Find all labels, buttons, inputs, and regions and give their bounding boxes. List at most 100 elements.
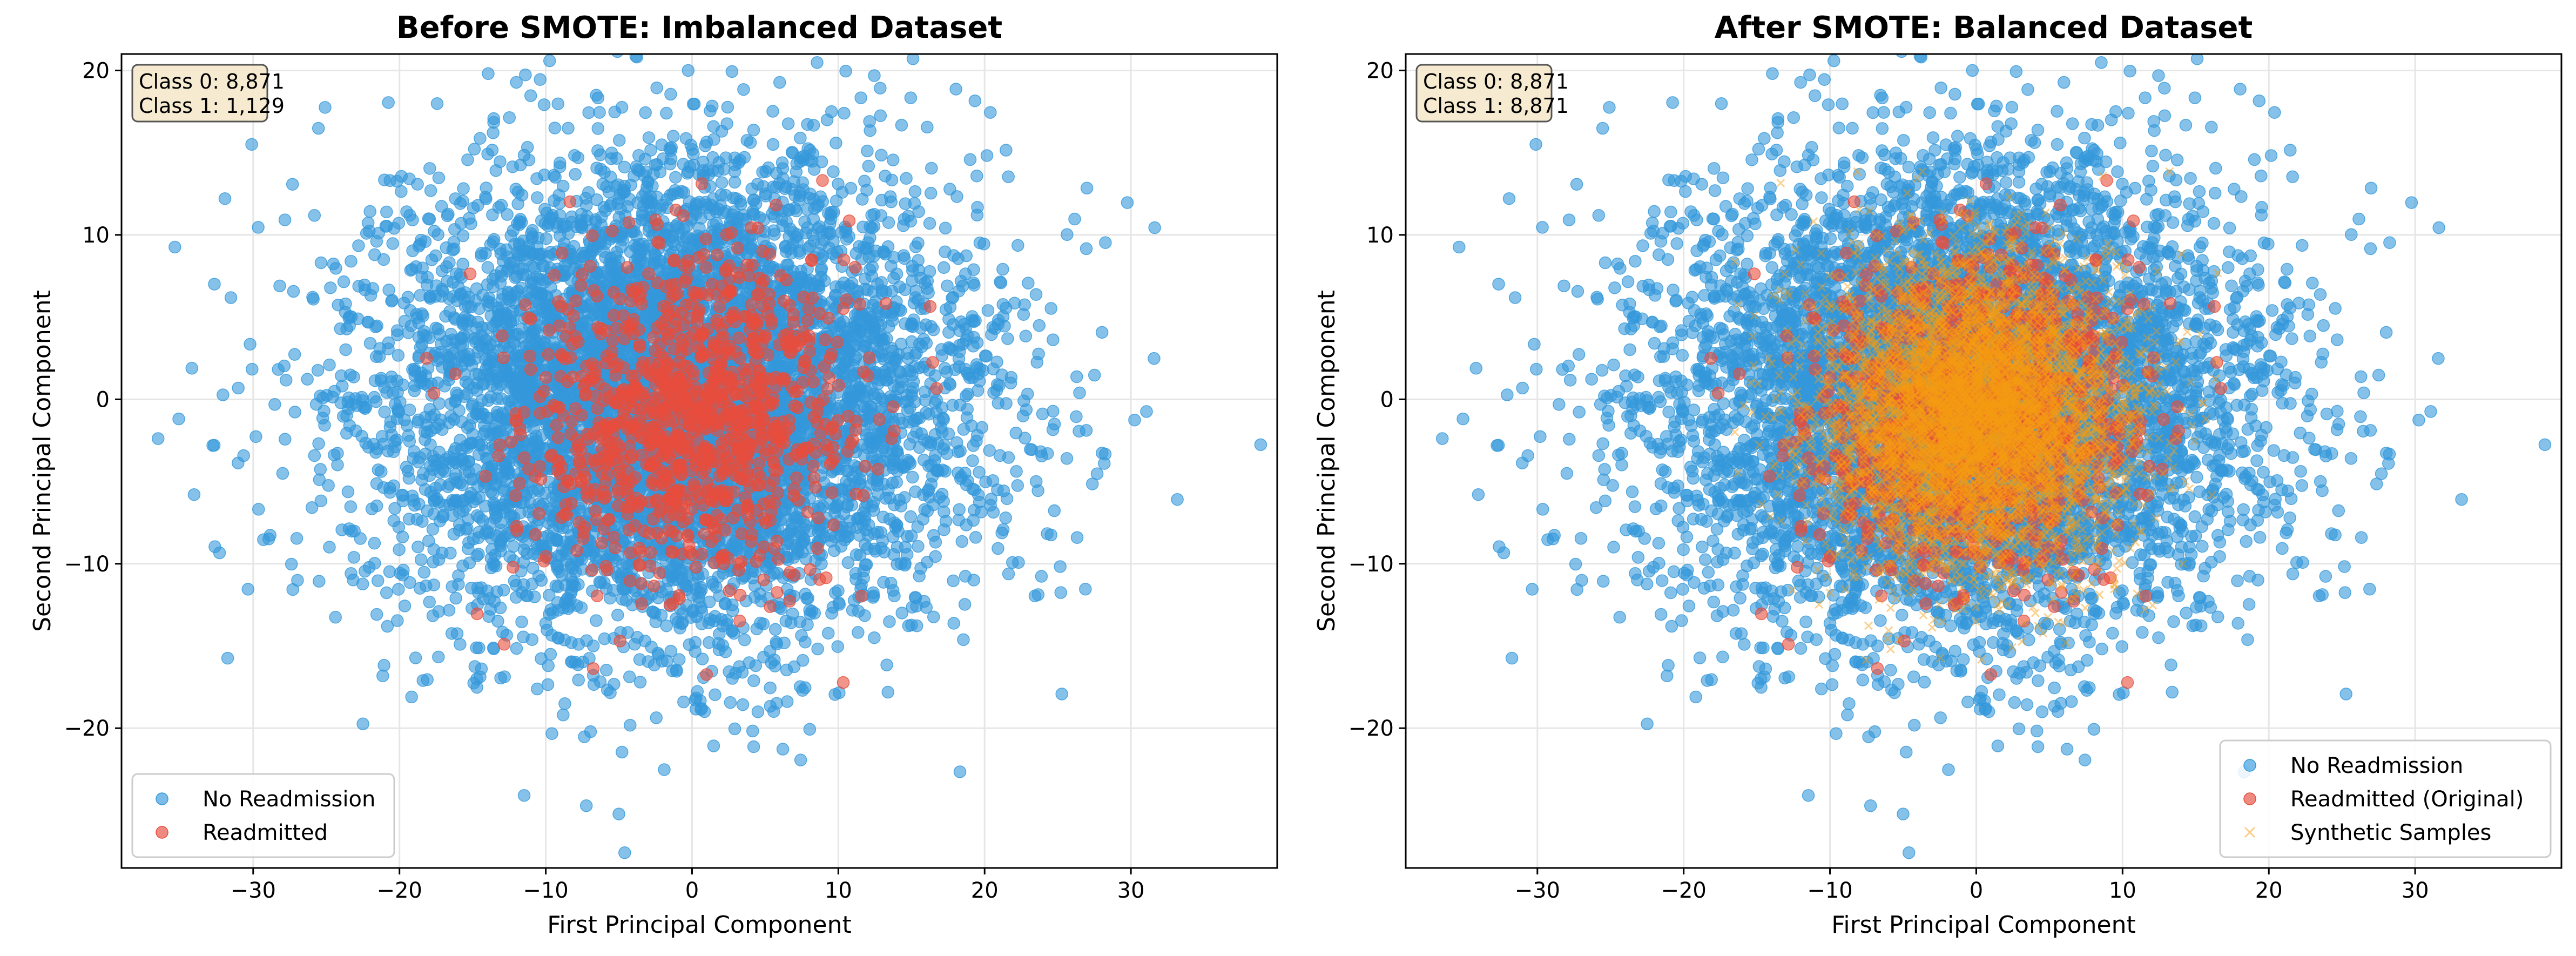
data-point bbox=[393, 543, 406, 556]
data-point bbox=[467, 677, 480, 690]
data-point bbox=[1140, 405, 1153, 418]
data-point bbox=[312, 122, 325, 135]
data-point bbox=[381, 620, 394, 633]
data-point bbox=[751, 178, 764, 191]
data-point bbox=[449, 591, 462, 605]
data-point bbox=[839, 64, 852, 78]
data-point bbox=[442, 207, 455, 221]
data-point bbox=[880, 658, 893, 671]
data-point bbox=[543, 54, 556, 68]
data-point bbox=[363, 205, 376, 218]
data-point bbox=[380, 205, 393, 219]
data-point bbox=[339, 343, 352, 356]
data-point bbox=[969, 314, 982, 327]
data-point bbox=[766, 105, 779, 118]
data-point bbox=[431, 322, 444, 336]
data-point bbox=[279, 433, 292, 446]
data-point bbox=[938, 261, 950, 274]
data-point bbox=[1001, 332, 1014, 345]
data-point bbox=[868, 69, 881, 82]
data-point bbox=[618, 846, 631, 859]
data-point bbox=[1029, 288, 1043, 301]
data-point bbox=[650, 81, 663, 95]
data-point bbox=[525, 633, 538, 646]
data-point bbox=[473, 511, 486, 524]
data-point bbox=[468, 143, 481, 156]
data-point bbox=[541, 678, 555, 691]
data-point bbox=[556, 179, 570, 193]
data-point bbox=[545, 727, 558, 740]
data-point bbox=[1008, 297, 1021, 309]
data-point bbox=[405, 690, 418, 704]
data-point bbox=[747, 193, 761, 206]
data-point bbox=[700, 136, 713, 149]
data-point bbox=[1061, 228, 1074, 241]
data-point bbox=[672, 221, 686, 234]
data-point bbox=[912, 237, 925, 250]
data-point bbox=[1010, 464, 1023, 478]
data-point bbox=[382, 96, 395, 109]
data-point bbox=[773, 76, 786, 89]
data-point bbox=[314, 494, 328, 508]
data-point bbox=[721, 100, 734, 114]
data-point bbox=[279, 374, 293, 387]
data-point bbox=[213, 546, 226, 560]
data-point bbox=[412, 540, 424, 554]
data-point bbox=[252, 503, 265, 516]
data-point bbox=[402, 513, 416, 526]
data-point bbox=[854, 91, 867, 104]
data-point bbox=[276, 467, 289, 480]
data-point bbox=[921, 120, 934, 134]
data-point bbox=[956, 279, 969, 293]
data-point bbox=[420, 579, 433, 593]
data-point bbox=[481, 147, 494, 160]
data-point bbox=[764, 681, 777, 695]
data-point bbox=[737, 83, 750, 96]
data-point bbox=[794, 753, 807, 766]
data-point bbox=[370, 608, 383, 621]
data-point bbox=[246, 362, 259, 376]
data-point bbox=[827, 165, 840, 178]
data-point bbox=[539, 617, 552, 630]
data-point bbox=[403, 403, 416, 416]
data-point bbox=[900, 172, 913, 185]
data-point bbox=[861, 144, 874, 158]
data-point bbox=[286, 178, 299, 191]
data-point bbox=[1095, 326, 1109, 339]
data-point bbox=[992, 542, 1004, 555]
data-point bbox=[368, 536, 381, 550]
data-point bbox=[830, 137, 842, 150]
data-point bbox=[780, 663, 793, 677]
data-point bbox=[370, 319, 383, 333]
data-point bbox=[371, 574, 385, 587]
data-point bbox=[313, 575, 326, 588]
data-point bbox=[311, 363, 325, 377]
data-point bbox=[385, 428, 398, 441]
data-point bbox=[947, 574, 960, 588]
data-point bbox=[565, 655, 578, 668]
data-point bbox=[591, 144, 604, 157]
data-point bbox=[1000, 144, 1013, 157]
data-point bbox=[1047, 333, 1060, 346]
data-point bbox=[521, 141, 534, 154]
data-point bbox=[906, 470, 919, 484]
data-point bbox=[664, 87, 677, 101]
data-point bbox=[1036, 407, 1049, 421]
data-point bbox=[593, 106, 606, 119]
data-point bbox=[999, 511, 1012, 524]
data-point bbox=[604, 686, 617, 699]
data-point bbox=[273, 279, 286, 293]
data-point bbox=[308, 449, 321, 462]
data-point bbox=[208, 278, 221, 291]
data-point bbox=[402, 472, 416, 485]
data-point bbox=[245, 138, 258, 151]
data-point bbox=[444, 547, 457, 560]
data-point bbox=[416, 515, 429, 528]
data-point bbox=[590, 193, 603, 206]
data-point bbox=[428, 225, 441, 238]
data-point bbox=[344, 500, 358, 513]
data-point bbox=[611, 608, 624, 622]
data-point bbox=[409, 651, 422, 664]
data-point bbox=[308, 209, 321, 222]
